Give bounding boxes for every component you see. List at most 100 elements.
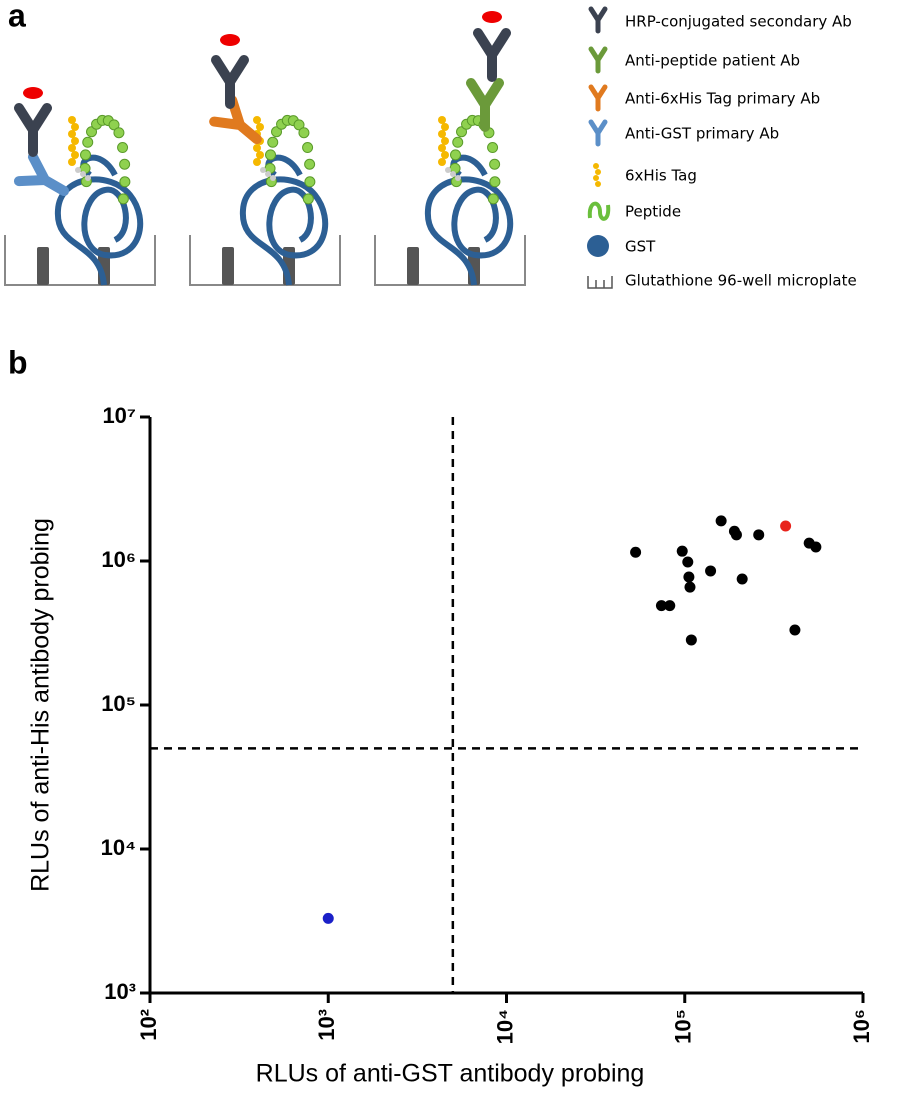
antibody bbox=[588, 6, 608, 34]
legend-text: Peptide bbox=[625, 203, 681, 221]
his-tag-bead bbox=[438, 144, 446, 152]
antibody-shape bbox=[13, 151, 70, 196]
antibody-shape bbox=[588, 46, 608, 74]
antibody-shape bbox=[588, 84, 608, 112]
linker-bead bbox=[75, 167, 81, 173]
point bbox=[705, 565, 717, 577]
point bbox=[685, 634, 697, 646]
legend-text: Glutathione 96-well microplate bbox=[625, 272, 857, 290]
well bbox=[189, 235, 341, 286]
his-tag-bead bbox=[595, 169, 601, 175]
antibody-shape bbox=[588, 119, 608, 147]
his-tag-bead bbox=[253, 144, 261, 152]
y-tick-label: 10⁷ bbox=[102, 403, 136, 428]
antibody bbox=[466, 78, 504, 132]
x-tick-label: 10² bbox=[136, 1009, 161, 1041]
post bbox=[37, 247, 49, 285]
y-tick-label: 10³ bbox=[104, 979, 136, 1004]
peptide-bead bbox=[450, 149, 462, 161]
point bbox=[664, 600, 676, 612]
peptide-bead bbox=[304, 158, 316, 170]
his-tag-bead bbox=[441, 137, 449, 145]
point bbox=[322, 912, 334, 924]
x-tick-label: 10⁴ bbox=[492, 1009, 517, 1044]
hrp bbox=[23, 87, 43, 99]
point bbox=[730, 529, 742, 541]
his-tag-bead bbox=[593, 175, 599, 181]
peptide-bead bbox=[113, 127, 125, 139]
linker-bead bbox=[85, 175, 91, 181]
point bbox=[683, 571, 695, 583]
post bbox=[407, 247, 419, 285]
peptide-bead bbox=[487, 193, 499, 205]
his-tag-bead bbox=[71, 123, 79, 131]
well bbox=[4, 235, 156, 286]
antibody-shape bbox=[14, 103, 52, 157]
plate-icon bbox=[587, 276, 613, 289]
gst bbox=[424, 154, 514, 286]
peptide-bead bbox=[117, 142, 129, 154]
linker-bead bbox=[260, 167, 266, 173]
point bbox=[630, 546, 642, 558]
antibody bbox=[211, 55, 249, 109]
his-tag-bead bbox=[438, 158, 446, 166]
peptide-bead bbox=[302, 193, 314, 205]
well bbox=[374, 235, 526, 286]
antibody bbox=[473, 28, 511, 82]
legend-text: Anti-GST primary Ab bbox=[625, 125, 779, 143]
legend-text: Anti-6xHis Tag primary Ab bbox=[625, 90, 820, 108]
his-tag-bead bbox=[68, 116, 76, 124]
linker-bead bbox=[450, 171, 456, 177]
peptide-bead bbox=[489, 176, 501, 188]
panel-label: a bbox=[8, 0, 26, 33]
his-tag-bead bbox=[68, 158, 76, 166]
his-tag-bead bbox=[593, 163, 599, 169]
point bbox=[789, 624, 801, 636]
peptide-bead bbox=[456, 126, 468, 138]
point bbox=[810, 541, 822, 553]
antibody bbox=[14, 103, 52, 157]
antibody-shape bbox=[473, 28, 511, 82]
linker-bead bbox=[455, 175, 461, 181]
point bbox=[780, 520, 792, 532]
his-tag-bead bbox=[68, 130, 76, 138]
y-tick-label: 10⁶ bbox=[101, 547, 136, 572]
point bbox=[682, 556, 694, 568]
antibody-shape bbox=[588, 6, 608, 34]
antibody-shape bbox=[211, 55, 249, 109]
antibody-shape bbox=[466, 78, 504, 132]
post bbox=[222, 247, 234, 285]
his-tag-bead bbox=[438, 130, 446, 138]
peptide-bead bbox=[487, 142, 499, 154]
point bbox=[715, 515, 727, 527]
legend-text: Anti-peptide patient Ab bbox=[625, 52, 800, 70]
his-tag-bead bbox=[256, 151, 264, 159]
point bbox=[753, 529, 765, 541]
x-tick-label: 10⁵ bbox=[671, 1009, 696, 1044]
his-tag-bead bbox=[253, 158, 261, 166]
linker-bead bbox=[445, 167, 451, 173]
his-tag-bead bbox=[438, 116, 446, 124]
point bbox=[655, 600, 667, 612]
his-tag-bead bbox=[71, 137, 79, 145]
point bbox=[676, 545, 688, 557]
peptide-icon bbox=[587, 201, 611, 221]
peptide-bead bbox=[452, 136, 464, 148]
antibody bbox=[13, 151, 70, 196]
x-axis-title: RLUs of anti-GST antibody probing bbox=[256, 1060, 645, 1088]
y-tick-label: 10⁴ bbox=[101, 835, 136, 860]
gst-icon bbox=[587, 235, 609, 257]
peptide-bead bbox=[86, 126, 98, 138]
his-tag-bead bbox=[441, 123, 449, 131]
peptide-bead bbox=[82, 136, 94, 148]
gst bbox=[54, 154, 144, 286]
peptide-bead bbox=[117, 193, 129, 205]
peptide-bead bbox=[108, 119, 120, 131]
his-tag-bead bbox=[71, 151, 79, 159]
his-tag-bead bbox=[68, 144, 76, 152]
legend-text: HRP-conjugated secondary Ab bbox=[625, 13, 852, 31]
legend-text: 6xHis Tag bbox=[625, 167, 697, 185]
peptide-bead bbox=[304, 176, 316, 188]
y-tick-label: 10⁵ bbox=[101, 691, 136, 716]
